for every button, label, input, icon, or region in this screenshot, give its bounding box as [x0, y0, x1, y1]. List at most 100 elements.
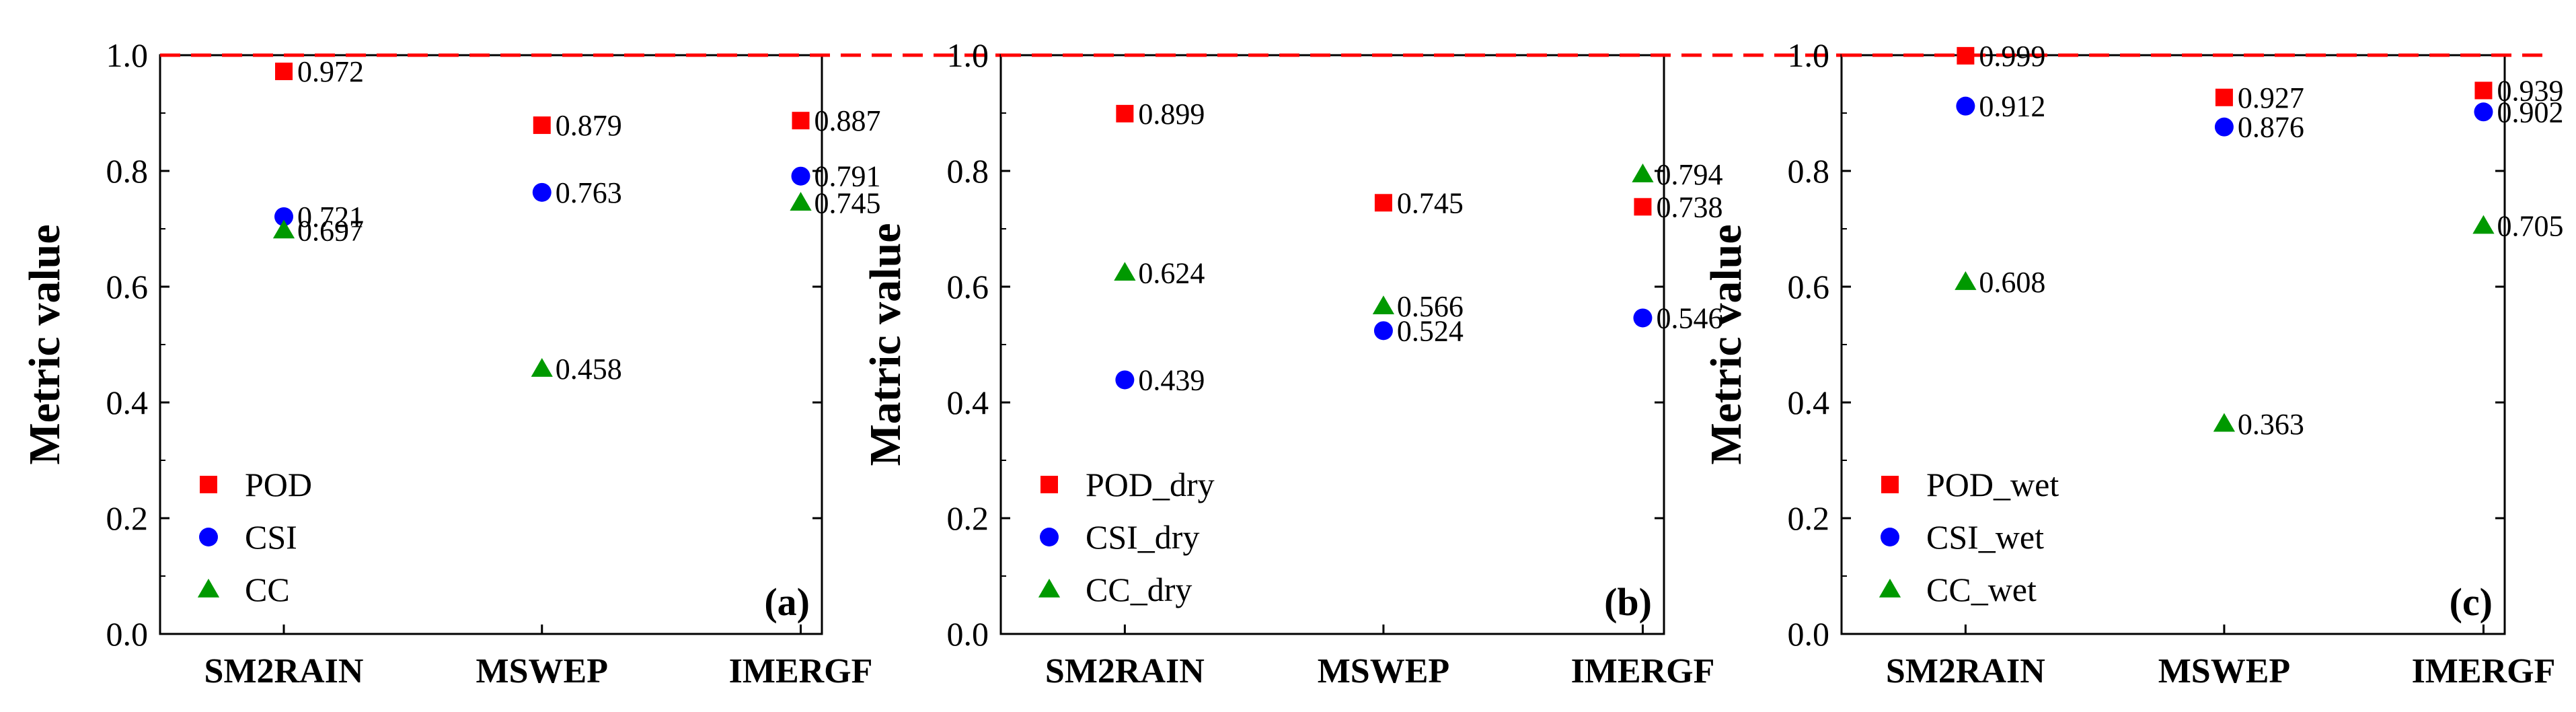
y-tick-label: 0.4 [106, 384, 149, 421]
data-label: 0.608 [1979, 266, 2045, 299]
y-tick-label: 0.8 [1788, 152, 1830, 190]
x-tick-label-sm2rain: SM2RAIN [1886, 652, 2045, 690]
data-label: 0.972 [297, 55, 364, 88]
data-label: 0.624 [1138, 256, 1205, 289]
circle-marker [274, 207, 294, 226]
y-tick-label: 0.0 [1788, 615, 1830, 653]
panel-1: 0.0 0.2 0.4 0.6 0.8 1.0 SM2RAIN MSWEP IMERGF Metr… [20, 36, 1001, 690]
legend-label-cc-wet: CC_wet [1926, 571, 2037, 608]
y-tick-label: 0.2 [947, 499, 989, 537]
y-tick-label: 1.0 [106, 36, 149, 74]
triangle-marker [1955, 271, 1977, 290]
square-marker [1116, 104, 1134, 122]
legend-label-csi-dry: CSI_dry [1086, 518, 1199, 556]
circle-marker [2214, 117, 2234, 137]
panel-label: (b) [1604, 580, 1652, 624]
legend-circle-marker [199, 528, 218, 546]
x-tick-label-sm2rain: SM2RAIN [204, 652, 364, 690]
data-label: 0.745 [1397, 186, 1464, 219]
triangle-marker [531, 358, 553, 377]
data-label: 0.794 [1656, 158, 1722, 191]
square-marker [1374, 194, 1392, 212]
legend-triangle-marker [1038, 578, 1061, 598]
square-marker [275, 63, 293, 81]
data-label: 0.738 [1656, 190, 1722, 223]
triangle-marker [2472, 215, 2495, 234]
y-tick-label: 0.0 [106, 615, 149, 653]
panel-label: (c) [2450, 580, 2493, 624]
data-label: 0.763 [556, 176, 622, 209]
legend-square-marker [1881, 476, 1899, 493]
legend-square-marker [1040, 476, 1058, 493]
series-csi: 0.721 0.763 0.791 [274, 160, 881, 234]
circle-marker [1633, 308, 1653, 328]
triangle-marker [790, 192, 812, 211]
data-label: 0.721 [297, 201, 364, 234]
data-label: 0.791 [815, 160, 881, 193]
legend-triangle-marker [197, 578, 220, 598]
series-pod-dry: 0.899 0.745 0.738 [1116, 98, 1722, 223]
x-tick-label-sm2rain: SM2RAIN [1045, 652, 1205, 690]
legend-label-pod-wet: POD_wet [1926, 466, 2059, 503]
data-label: 0.439 [1138, 363, 1205, 396]
data-label: 0.912 [1979, 90, 2045, 123]
data-label: 0.887 [815, 104, 881, 137]
data-label: 0.902 [2497, 96, 2563, 129]
data-label: 0.697 [297, 215, 364, 248]
circle-marker [791, 166, 810, 186]
data-label: 0.546 [1656, 301, 1722, 334]
square-marker [1634, 198, 1652, 216]
series-pod: 0.972 0.879 0.887 [275, 55, 881, 142]
y-tick-label: 0.6 [1788, 268, 1830, 306]
legend-label-pod: POD [245, 466, 312, 503]
x-tick-label-imergf: IMERGF [1571, 652, 1715, 690]
series-csi-dry: 0.439 0.524 0.546 [1115, 301, 1722, 396]
panel-2: 0.0 0.2 0.4 0.6 0.8 1.0 SM2RAIN MSWEP IMERGF Matr… [861, 36, 1843, 690]
y-tick-label: 0.2 [1788, 499, 1830, 537]
circle-marker [1115, 370, 1135, 390]
y-tick-label: 1.0 [1788, 36, 1830, 74]
circle-marker [2474, 102, 2493, 122]
series-pod-wet: 0.999 0.927 0.939 [1957, 40, 2563, 114]
y-axis-title: Metric value [1702, 224, 1751, 464]
y-tick-label: 0.8 [106, 152, 149, 190]
legend-label-cc: CC [245, 571, 290, 608]
y-axis-title: Matric value [861, 223, 910, 466]
series-cc-dry: 0.624 0.566 0.794 [1114, 158, 1722, 323]
square-marker [2474, 81, 2493, 100]
legend-circle-marker [1040, 528, 1059, 546]
legend-label-csi-wet: CSI_wet [1926, 518, 2044, 556]
triangle-marker [1372, 295, 1395, 314]
triangle-marker [1632, 164, 1654, 182]
y-tick-label: 0.4 [1788, 384, 1830, 421]
data-label: 0.458 [556, 353, 622, 386]
triangle-marker [272, 219, 295, 239]
data-label: 0.705 [2497, 210, 2563, 243]
series-cc-wet: 0.608 0.363 0.705 [1955, 210, 2563, 441]
panel-3: 0.0 0.2 0.4 0.6 0.8 1.0 SM2RAIN MSWEP IMERGF Metr… [1702, 36, 2563, 690]
legend-label-csi: CSI [245, 518, 297, 556]
triangle-marker [2213, 413, 2236, 432]
circle-marker [1956, 96, 1975, 116]
data-label: 0.999 [1979, 40, 2045, 73]
panel-label: (a) [764, 580, 810, 624]
data-label: 0.899 [1138, 98, 1205, 131]
square-marker [1957, 46, 1975, 65]
legend-label-cc-dry: CC_dry [1086, 571, 1192, 608]
y-tick-label: 0.6 [947, 268, 989, 306]
data-label: 0.566 [1397, 290, 1464, 323]
x-tick-label-mswep: MSWEP [476, 652, 608, 690]
circle-marker [532, 182, 552, 202]
legend-label-pod-dry: POD_dry [1086, 466, 1215, 503]
series-csi-wet: 0.912 0.876 0.902 [1956, 90, 2563, 144]
y-tick-label: 0.4 [947, 384, 989, 421]
circle-marker [1373, 321, 1393, 341]
square-marker [533, 116, 551, 135]
data-label: 0.927 [2238, 81, 2304, 114]
data-label: 0.524 [1397, 314, 1464, 347]
data-label: 0.939 [2497, 74, 2563, 107]
legend-circle-marker [1881, 528, 1899, 546]
x-tick-label-imergf: IMERGF [729, 652, 873, 690]
y-tick-label: 0.2 [106, 499, 149, 537]
